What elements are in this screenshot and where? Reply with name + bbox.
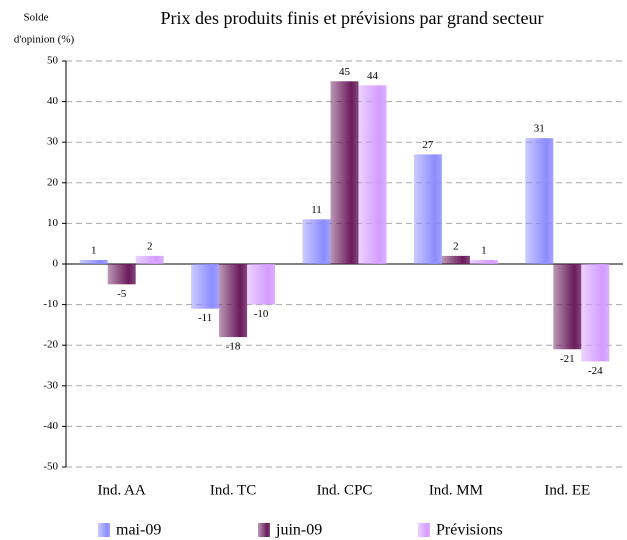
bar xyxy=(302,219,331,264)
bar xyxy=(79,259,108,264)
x-tick-label: Ind. AA xyxy=(98,482,147,498)
data-label: -21 xyxy=(560,353,575,365)
bar xyxy=(413,154,442,264)
y-tick-label: 50 xyxy=(47,55,59,67)
data-label: 44 xyxy=(367,70,379,82)
y-tick-label: -30 xyxy=(43,379,58,391)
bar xyxy=(330,81,359,264)
y-tick-label: 30 xyxy=(47,136,59,148)
bar xyxy=(553,264,582,350)
bar xyxy=(358,85,387,264)
data-label: -24 xyxy=(588,365,603,377)
x-tick-label: Ind. CPC xyxy=(317,482,373,498)
bar xyxy=(247,264,276,305)
chart-title: Prix des produits finis et prévisions pa… xyxy=(161,8,544,28)
data-label: 31 xyxy=(534,123,545,135)
legend-swatch xyxy=(418,523,430,537)
y-tick-label: -50 xyxy=(43,461,58,473)
data-label: 45 xyxy=(339,66,351,78)
y-tick-label: -40 xyxy=(43,420,58,432)
legend-label: mai-09 xyxy=(116,522,161,539)
data-label: -10 xyxy=(254,308,269,320)
legend-swatch xyxy=(258,523,270,537)
data-label: -11 xyxy=(198,312,212,324)
bar xyxy=(525,138,554,264)
y-tick-label: -10 xyxy=(43,298,58,310)
data-label: -5 xyxy=(117,288,127,300)
bar xyxy=(469,259,498,264)
bar xyxy=(191,264,220,309)
data-label: 2 xyxy=(147,240,153,252)
legend-swatch xyxy=(98,523,110,537)
data-label: 1 xyxy=(91,244,97,256)
legend-label: juin-09 xyxy=(275,522,322,539)
data-label: -18 xyxy=(226,341,241,353)
bar xyxy=(219,264,248,338)
y-axis-label: d'opinion (%) xyxy=(14,34,75,46)
y-tick-label: 10 xyxy=(47,217,59,229)
x-tick-label: Ind. MM xyxy=(429,482,483,498)
y-tick-label: 20 xyxy=(47,176,59,188)
y-tick-label: 40 xyxy=(47,95,59,107)
data-label: 11 xyxy=(311,204,322,216)
x-tick-label: Ind. TC xyxy=(210,482,256,498)
bar xyxy=(135,255,164,264)
bar xyxy=(107,264,136,285)
data-label: 27 xyxy=(422,139,434,151)
y-tick-label: -20 xyxy=(43,339,58,351)
y-axis-label: Solde xyxy=(23,12,48,24)
data-label: 2 xyxy=(453,240,459,252)
data-label: 1 xyxy=(481,244,487,256)
legend-label: Prévisions xyxy=(436,522,503,539)
y-tick-label: 0 xyxy=(53,258,59,270)
bar xyxy=(581,264,610,362)
x-tick-label: Ind. EE xyxy=(544,482,590,498)
bar xyxy=(441,255,470,264)
